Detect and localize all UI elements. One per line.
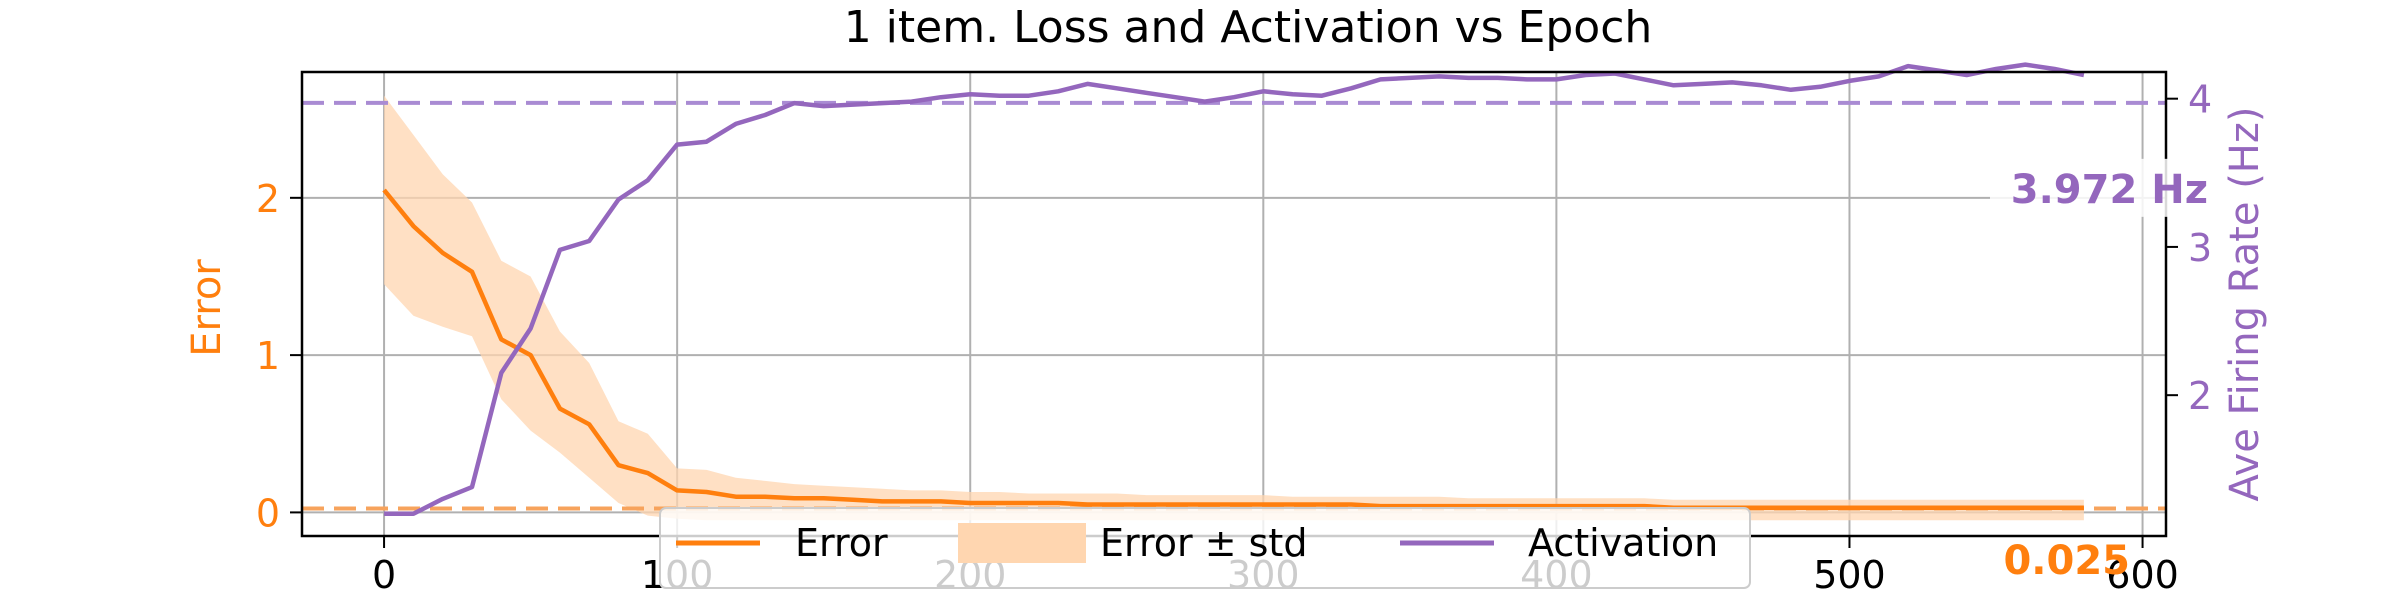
- activation-series-line: [384, 62, 2085, 517]
- legend-band-swatch: [958, 523, 1086, 563]
- error-series-line: [382, 188, 2084, 510]
- x-tick-label: 0: [372, 553, 396, 597]
- y-right-tick-label: 2: [2188, 374, 2212, 418]
- y-right-tick-label: 3: [2188, 226, 2212, 270]
- error-std-band: [384, 95, 2084, 521]
- reference-annotations: 3.972 Hz 0.025: [1990, 158, 2208, 584]
- legend-error-label: Error: [795, 521, 888, 565]
- x-tick-label: 500: [1813, 553, 1886, 597]
- series-lines: [382, 62, 2085, 517]
- y-right-tick-label: 4: [2188, 78, 2212, 122]
- activation-reference-label: 3.972 Hz: [2011, 167, 2208, 213]
- error-reference-label: 0.025: [2003, 538, 2130, 584]
- legend-box: [659, 507, 1751, 589]
- y-left-tick-label: 1: [256, 334, 280, 378]
- y-left-tick-label: 0: [256, 491, 280, 535]
- error-band-layer: [384, 95, 2084, 521]
- legend-band-label: Error ± std: [1100, 521, 1307, 565]
- y-left-tick-label: 2: [256, 177, 280, 221]
- legend: Error Error ± std Activation: [659, 507, 1751, 589]
- chart-title: 1 item. Loss and Activation vs Epoch: [844, 2, 1653, 53]
- x-tick-label: 600: [2106, 553, 2179, 597]
- y-axis-left-label: Error: [184, 259, 230, 357]
- y-axis-right-label: Ave Firing Rate (Hz): [2222, 107, 2268, 502]
- legend-activation-label: Activation: [1528, 521, 1718, 565]
- activation-reference-label-bg: [1990, 158, 2192, 217]
